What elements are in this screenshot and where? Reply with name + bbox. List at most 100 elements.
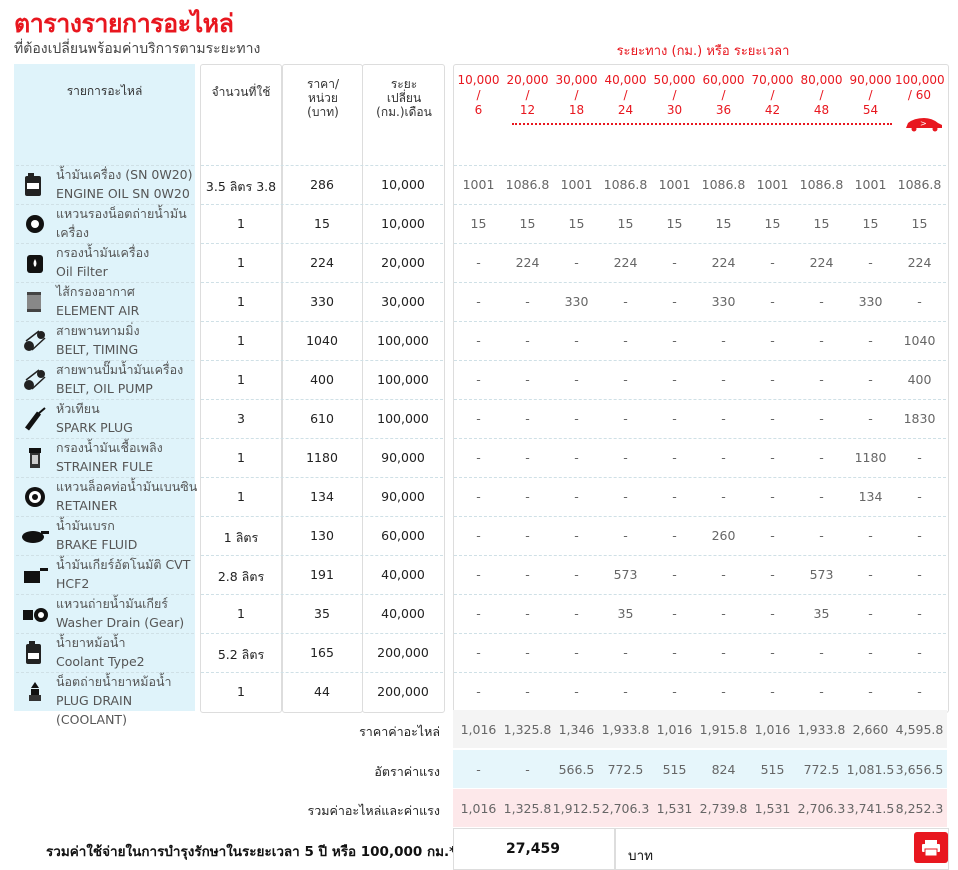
price-cell: 610 <box>310 411 334 426</box>
mileage-cell: - <box>476 567 481 582</box>
price-cell: 330 <box>310 294 334 309</box>
interval-cell: 30,000 <box>381 294 425 309</box>
mileage-cell: - <box>623 333 628 348</box>
mileage-cell: - <box>770 528 775 543</box>
mileage-km: 80,000 / <box>800 73 843 102</box>
mileage-cell: - <box>819 684 824 699</box>
mileage-cell: - <box>672 294 677 309</box>
row-separator <box>16 243 194 244</box>
mileage-cell: - <box>770 411 775 426</box>
qty-cell: 1 <box>237 489 245 504</box>
summary-cell: 1,016 <box>754 722 791 737</box>
price-cell: 286 <box>310 177 334 192</box>
mileage-header: 60,000 / 36 <box>699 73 748 118</box>
qty-cell: 1 <box>237 333 245 348</box>
mileage-cell: - <box>476 294 481 309</box>
mileage-header: 70,000 / 42 <box>748 73 797 118</box>
mileage-cell: 1040 <box>903 333 936 348</box>
summary-cell: 1,531 <box>754 801 791 816</box>
mileage-cell: - <box>917 450 922 465</box>
mileage-cell: - <box>770 489 775 504</box>
mileage-cell: - <box>525 606 530 621</box>
summary-cell: 566.5 <box>558 762 595 777</box>
summary-label: อัตราค่าแรง <box>374 764 440 779</box>
interval-cell: 200,000 <box>377 645 429 660</box>
mileage-cell: 15 <box>813 216 830 231</box>
mileage-cell: - <box>623 372 628 387</box>
part-item: น้ำมันเครื่อง (SN 0W20) ENGINE OIL SN 0W… <box>18 165 198 204</box>
mileage-cell: 330 <box>711 294 736 309</box>
plug-drain-icon <box>29 682 41 701</box>
mileage-cell: - <box>623 411 628 426</box>
qty-cell: 1 <box>237 684 245 699</box>
row-separator <box>201 399 443 400</box>
row-separator <box>454 633 946 634</box>
mileage-cell: - <box>917 567 922 582</box>
mileage-km: 100,000 <box>895 73 945 87</box>
qty-cell: 1 <box>237 216 245 231</box>
part-name-en: Coolant Type2 <box>56 654 145 669</box>
mileage-header: 10,000 / 6 <box>454 73 503 118</box>
mileage-header: 100,000 / 60 <box>895 73 945 103</box>
mileage-cell: 1086.8 <box>799 177 844 192</box>
mileage-cell: 35 <box>813 606 830 621</box>
mileage-cell: - <box>868 528 873 543</box>
row-separator <box>16 360 194 361</box>
row-separator <box>201 243 443 244</box>
interval-cell: 10,000 <box>381 216 425 231</box>
mileage-month: 48 <box>813 103 830 117</box>
mileage-km: 20,000 / <box>506 73 549 102</box>
summary-cell: 1,933.8 <box>601 722 650 737</box>
part-item: แหวนถ่ายน้ำมันเกียร์ Washer Drain (Gear) <box>18 594 198 633</box>
qty-cell: 1 <box>237 372 245 387</box>
row-separator <box>454 243 946 244</box>
mileage-cell: 1001 <box>462 177 495 192</box>
part-name-en: เครื่อง <box>56 225 89 240</box>
summary-cell: 515 <box>662 762 687 777</box>
mileage-cell: - <box>525 528 530 543</box>
summary-cell: 1,016 <box>460 801 497 816</box>
mileage-cell: - <box>525 450 530 465</box>
part-name-en: BELT, TIMING <box>56 342 139 357</box>
mileage-cell: - <box>770 684 775 699</box>
page-title: ตารางรายการอะไหล่ <box>14 9 234 38</box>
mileage-cell: - <box>868 606 873 621</box>
price-cell: 191 <box>310 567 334 582</box>
summary-cell: 2,739.8 <box>699 801 748 816</box>
summary-cell: 515 <box>760 762 785 777</box>
summary-cell: 1,346 <box>558 722 595 737</box>
mileage-cell: - <box>819 333 824 348</box>
part-item: น้ำมันเบรก BRAKE FLUID <box>18 516 198 555</box>
mileage-cell: - <box>623 645 628 660</box>
mileage-cell: - <box>623 294 628 309</box>
price-cell: 134 <box>310 489 334 504</box>
interval-cell: 100,000 <box>377 372 429 387</box>
mileage-cell: 134 <box>858 489 883 504</box>
summary-cell: 1,325.8 <box>503 801 552 816</box>
qty-cell: 2.8 ลิตร <box>217 569 265 584</box>
mileage-cell: 1001 <box>658 177 691 192</box>
interval-cell: 20,000 <box>381 255 425 270</box>
part-name-th: สายพานปั๊มน้ำมันเครื่อง <box>56 362 184 377</box>
part-name-th: น็อตถ่ายน้ำยาหม้อน้ำ <box>56 674 172 689</box>
mileage-cell: 573 <box>613 567 638 582</box>
svg-text:>: > <box>920 119 927 128</box>
print-button[interactable] <box>914 832 948 863</box>
row-separator <box>454 477 946 478</box>
mileage-cell: 15 <box>862 216 879 231</box>
mileage-cell: - <box>623 684 628 699</box>
mileage-cell: 1001 <box>854 177 887 192</box>
mileage-cell: - <box>525 333 530 348</box>
part-name-th: น้ำมันเครื่อง (SN 0W20) <box>56 167 193 182</box>
gear-oil-icon <box>24 568 48 583</box>
mileage-cell: 224 <box>711 255 736 270</box>
mileage-km: 10,000 / <box>457 73 500 102</box>
parts-column: รายการอะไหล่ <box>14 64 195 711</box>
row-separator <box>16 477 194 478</box>
mileage-month: / 60 <box>907 88 932 102</box>
mileage-cell: - <box>574 411 579 426</box>
mileage-grid <box>453 64 949 713</box>
part-name-en: BRAKE FLUID <box>56 537 138 552</box>
mileage-cell: - <box>574 333 579 348</box>
part-item: หัวเทียน SPARK PLUG <box>18 399 198 438</box>
